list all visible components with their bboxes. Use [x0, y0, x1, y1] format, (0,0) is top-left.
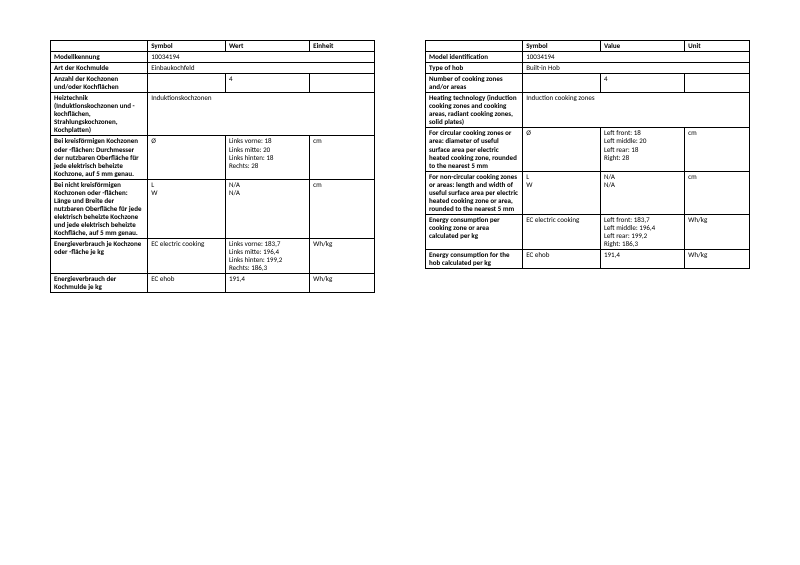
row-value: N/A N/A [225, 179, 309, 238]
table-row: Energy consumption for the hob calculate… [426, 250, 750, 269]
row-value: 4 [600, 74, 684, 93]
table-row: Energieverbrauch je Kochzone oder -fläch… [51, 239, 375, 274]
row-symbol: Induktionskochzonen [148, 93, 375, 136]
table-row: Type of hobBuilt-in Hob [426, 63, 750, 74]
row-unit: cm [310, 136, 375, 179]
table-row: Bei kreisförmigen Kochzonen oder -fläche… [51, 136, 375, 179]
row-value: Left front: 18 Left middle: 20 Left rear… [600, 128, 684, 171]
table-row: Heiztechnik (Induktionskochzonen und -ko… [51, 93, 375, 136]
row-unit [685, 74, 750, 93]
table-row: Art der KochmuldeEinbaukochfeld [51, 63, 375, 74]
left-table: Symbol Wert Einheit Modellkennung1003419… [50, 40, 375, 293]
table-row: Modellkennung10034194 [51, 52, 375, 63]
row-value: Links vorne: 18 Links mitte: 20 Links hi… [225, 136, 309, 179]
row-unit: cm [685, 128, 750, 171]
row-unit: Wh/kg [685, 250, 750, 269]
left-tbody: Modellkennung10034194Art der KochmuldeEi… [51, 52, 375, 293]
row-symbol [523, 74, 601, 93]
table-row: For non-circular cooking zones or areas:… [426, 171, 750, 214]
right-tbody: Model identification10034194Type of hobB… [426, 52, 750, 269]
row-unit: Wh/kg [310, 239, 375, 274]
table-row: Heating technology (induction cooking zo… [426, 93, 750, 128]
row-label: Bei kreisförmigen Kochzonen oder -fläche… [51, 136, 148, 179]
header-cell: Wert [225, 41, 309, 52]
row-value: Links vorne: 183,7 Links mitte: 196,4 Li… [225, 239, 309, 274]
row-symbol: 10034194 [148, 52, 375, 63]
row-label: Heating technology (induction cooking zo… [426, 93, 523, 128]
row-value: 191,4 [225, 274, 309, 293]
row-unit: Wh/kg [685, 214, 750, 249]
row-label: Energieverbrauch je Kochzone oder -fläch… [51, 239, 148, 274]
header-cell [51, 41, 148, 52]
row-label: Type of hob [426, 63, 523, 74]
header-cell: Symbol [148, 41, 226, 52]
row-value: Left front: 183,7 Left middle: 196,4 Lef… [600, 214, 684, 249]
row-label: Number of cooking zones and/or areas [426, 74, 523, 93]
row-symbol: EC ehob [148, 274, 226, 293]
header-cell: Symbol [523, 41, 601, 52]
table-row: Number of cooking zones and/or areas 4 [426, 74, 750, 93]
row-value: 4 [225, 74, 309, 93]
table-row: Bei nicht kreisförmigen Kochzonen oder -… [51, 179, 375, 238]
header-cell: Einheit [310, 41, 375, 52]
table-row: Anzahl der Kochzonen und/oder Kochfläche… [51, 74, 375, 93]
row-label: Modellkennung [51, 52, 148, 63]
row-label: Energy consumption per cooking zone or a… [426, 214, 523, 249]
table-row: Energy consumption per cooking zone or a… [426, 214, 750, 249]
table-row: For circular cooking zones or area: diam… [426, 128, 750, 171]
row-label: Anzahl der Kochzonen und/oder Kochfläche… [51, 74, 148, 93]
row-value: N/A N/A [600, 171, 684, 214]
table-header-row: Symbol Value Unit [426, 41, 750, 52]
row-symbol [148, 74, 226, 93]
row-label: For non-circular cooking zones or areas:… [426, 171, 523, 214]
row-unit: Wh/kg [310, 274, 375, 293]
row-label: Energieverbrauch der Kochmulde je kg [51, 274, 148, 293]
right-table: Symbol Value Unit Model identification10… [425, 40, 750, 269]
table-header-row: Symbol Wert Einheit [51, 41, 375, 52]
row-symbol: L W [148, 179, 226, 238]
row-label: Art der Kochmulde [51, 63, 148, 74]
row-unit: cm [685, 171, 750, 214]
row-symbol: EC ehob [523, 250, 601, 269]
row-symbol: Built-in Hob [523, 63, 750, 74]
row-value: 191,4 [600, 250, 684, 269]
row-unit: cm [310, 179, 375, 238]
header-cell: Unit [685, 41, 750, 52]
row-label: Heiztechnik (Induktionskochzonen und -ko… [51, 93, 148, 136]
right-table-container: Symbol Value Unit Model identification10… [425, 40, 750, 525]
row-label: Energy consumption for the hob calculate… [426, 250, 523, 269]
row-symbol: Ø [523, 128, 601, 171]
row-symbol: EC electric cooking [148, 239, 226, 274]
table-row: Energieverbrauch der Kochmulde je kgEC e… [51, 274, 375, 293]
row-symbol: L W [523, 171, 601, 214]
row-symbol: Ø [148, 136, 226, 179]
left-table-container: Symbol Wert Einheit Modellkennung1003419… [50, 40, 375, 525]
row-symbol: EC electric cooking [523, 214, 601, 249]
row-symbol: Induction cooking zones [523, 93, 750, 128]
table-row: Model identification10034194 [426, 52, 750, 63]
header-cell [426, 41, 523, 52]
row-label: Bei nicht kreisförmigen Kochzonen oder -… [51, 179, 148, 238]
row-symbol: 10034194 [523, 52, 750, 63]
row-label: For circular cooking zones or area: diam… [426, 128, 523, 171]
row-symbol: Einbaukochfeld [148, 63, 375, 74]
row-label: Model identification [426, 52, 523, 63]
row-unit [310, 74, 375, 93]
header-cell: Value [600, 41, 684, 52]
